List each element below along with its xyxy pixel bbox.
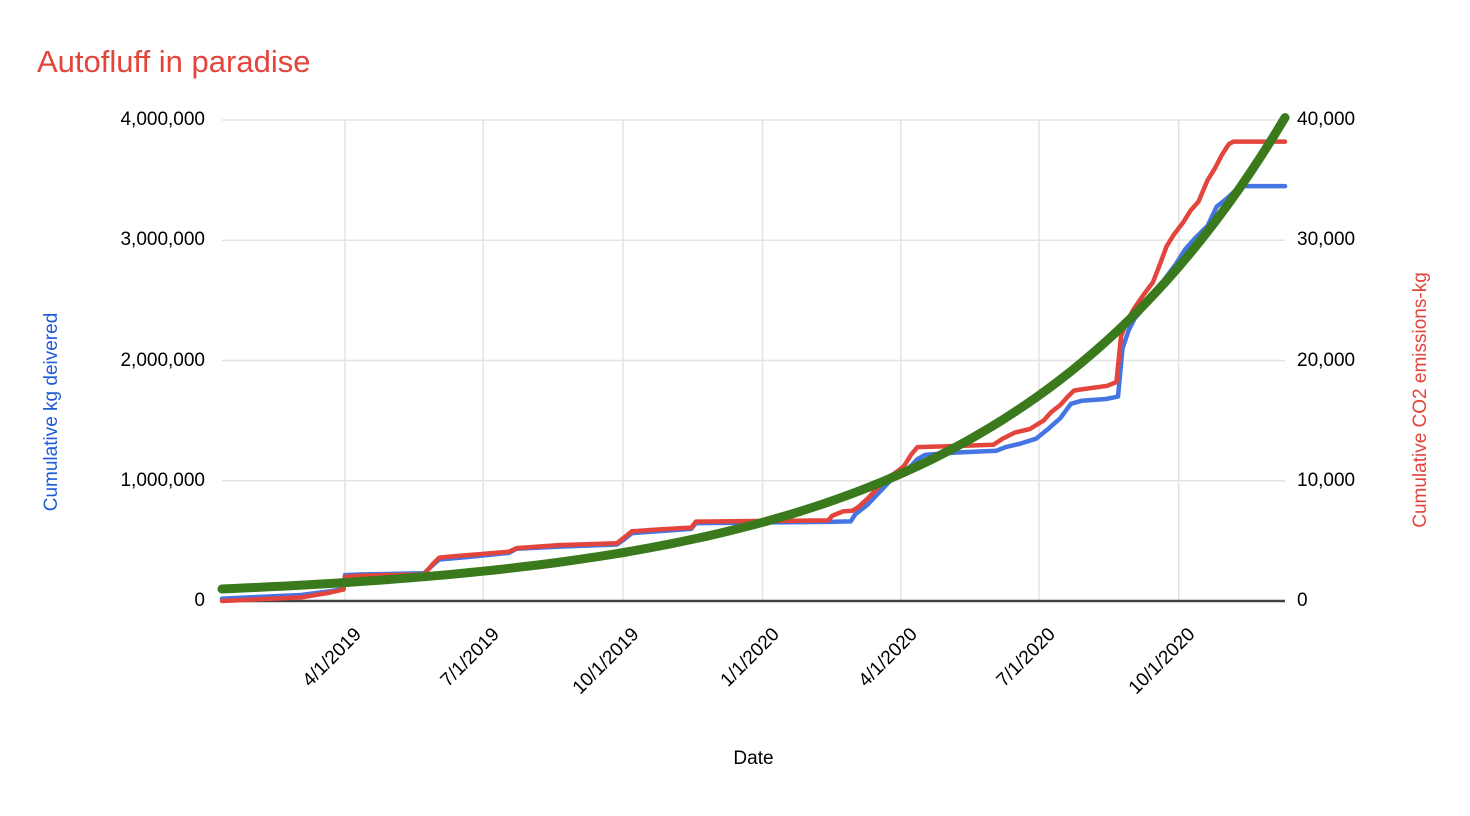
right-tick-label: 20,000	[1297, 349, 1356, 371]
left-tick-label: 1,000,000	[120, 469, 205, 491]
chart-title: Autofluff in paradise	[37, 44, 311, 79]
x-axis-title: Date	[733, 748, 774, 769]
series-line-kg-delivered	[219, 183, 1288, 601]
left-tick-label: 3,000,000	[120, 229, 205, 251]
right-tick-label: 0	[1297, 590, 1308, 611]
left-axis-title: Cumulative kg deivered	[41, 312, 62, 512]
right-tick-label: 30,000	[1297, 229, 1356, 251]
right-tick-label: 40,000	[1297, 109, 1356, 130]
right-tick-label: 10,000	[1297, 469, 1356, 491]
left-tick-label: 0	[194, 590, 205, 611]
series-line-co2-emissions	[219, 139, 1288, 604]
left-tick-label: 4,000,000	[120, 109, 205, 130]
right-axis-title: Cumulative CO2 emissions-kg	[1410, 272, 1431, 528]
left-tick-label: 2,000,000	[120, 349, 205, 371]
exponential-trendline	[217, 113, 1290, 594]
